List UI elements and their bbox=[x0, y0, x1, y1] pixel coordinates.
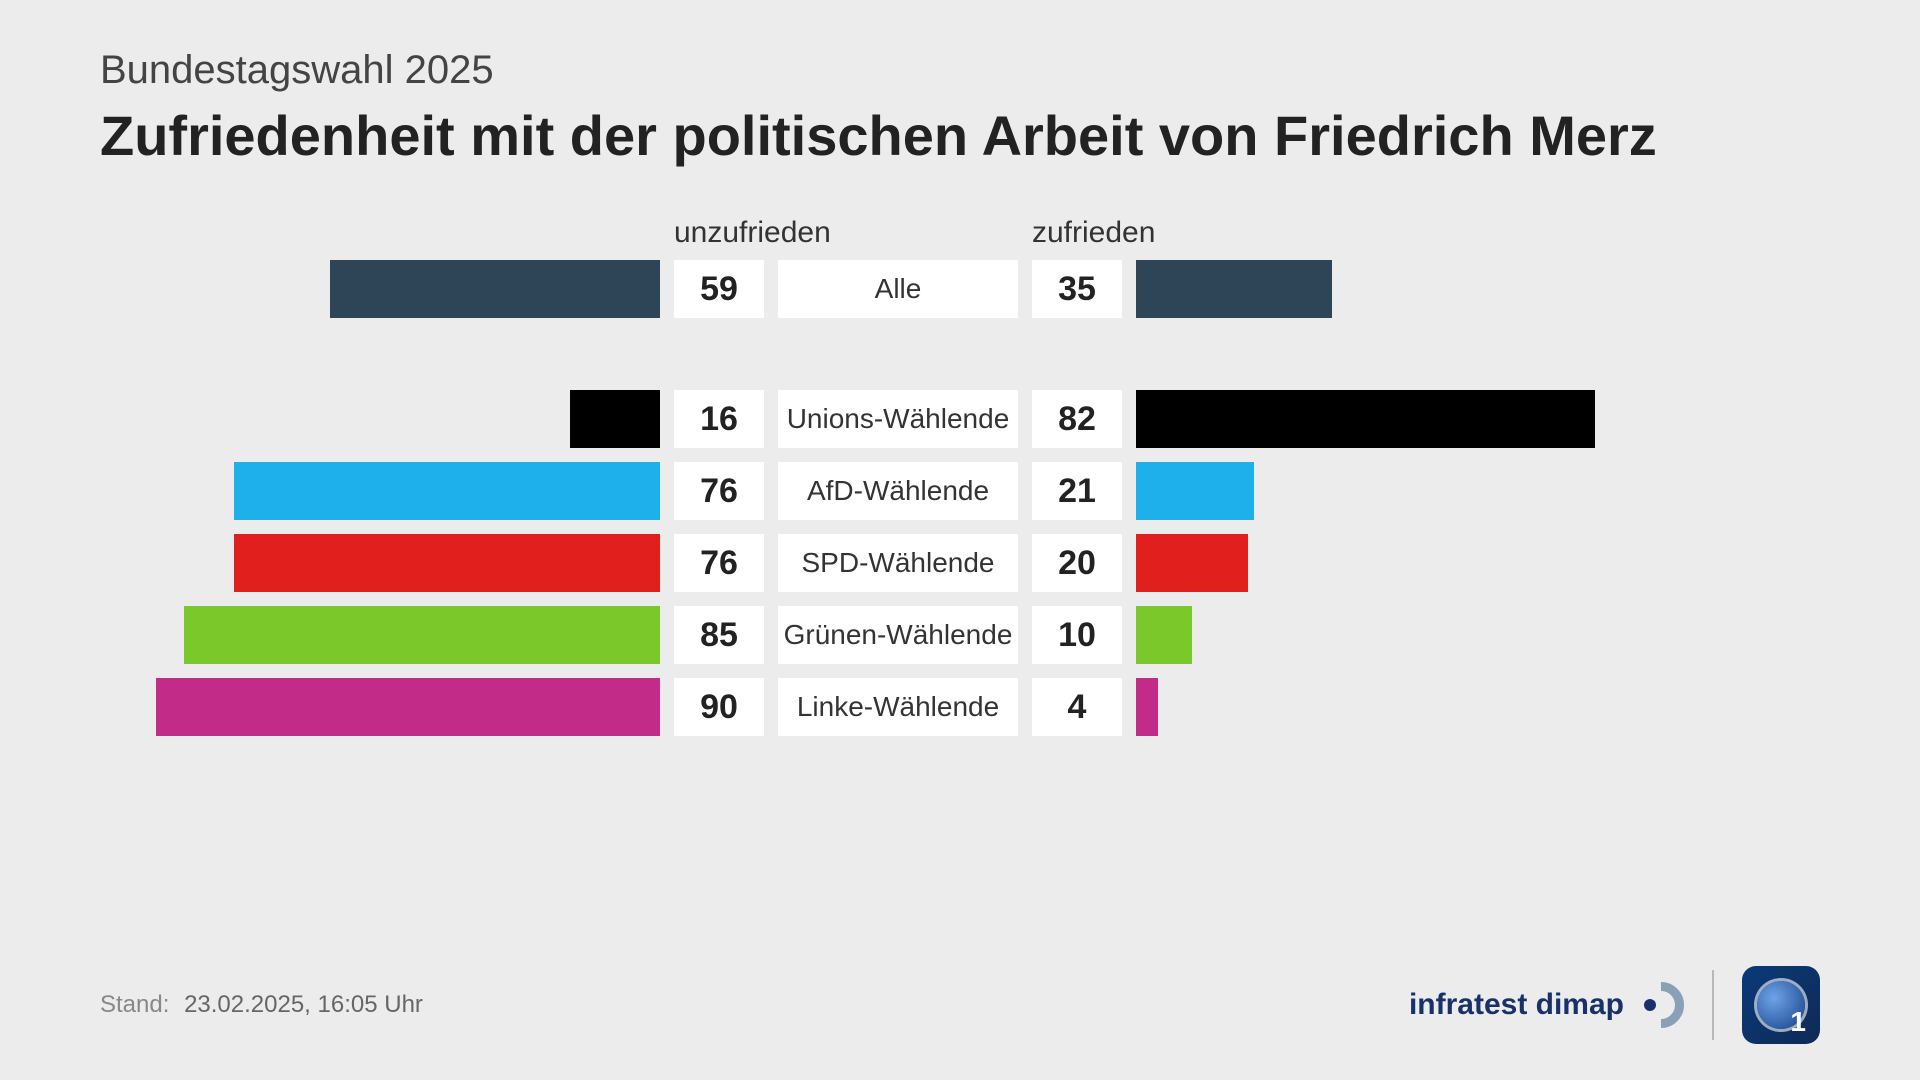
timestamp: Stand: 23.02.2025, 16:05 Uhr bbox=[100, 991, 423, 1019]
value-left: 16 bbox=[674, 390, 764, 448]
value-left: 90 bbox=[674, 678, 764, 736]
value-right: 4 bbox=[1032, 678, 1122, 736]
ard-logo-icon: 1 bbox=[1742, 966, 1820, 1044]
value-right: 20 bbox=[1032, 534, 1122, 592]
bar-left bbox=[234, 462, 660, 520]
bar-right bbox=[1136, 534, 1248, 592]
value-right: 82 bbox=[1032, 390, 1122, 448]
brand-text: infratest dimap bbox=[1409, 988, 1624, 1022]
footer-divider bbox=[1712, 970, 1714, 1040]
bar-right bbox=[1136, 462, 1254, 520]
bar-left bbox=[330, 260, 660, 318]
value-right: 21 bbox=[1032, 462, 1122, 520]
bar-right bbox=[1136, 606, 1192, 664]
value-left: 76 bbox=[674, 462, 764, 520]
row-label: Alle bbox=[778, 260, 1018, 318]
left-axis-label: unzufrieden bbox=[674, 216, 764, 250]
value-left: 76 bbox=[674, 534, 764, 592]
bar-left bbox=[234, 534, 660, 592]
right-axis-label: zufrieden bbox=[1032, 216, 1122, 250]
chart-footer: Stand: 23.02.2025, 16:05 Uhr infratest d… bbox=[100, 966, 1820, 1044]
diverging-bar-chart: unzufrieden zufrieden 59Alle35 16Unions-W… bbox=[100, 216, 1820, 736]
axis-labels-row: unzufrieden zufrieden bbox=[100, 216, 1820, 250]
summary-row: 59Alle35 bbox=[100, 260, 1820, 318]
bar-right bbox=[1136, 260, 1332, 318]
data-row: 90Linke-Wählende4 bbox=[100, 678, 1820, 736]
chart-title: Zufriedenheit mit der politischen Arbeit… bbox=[100, 103, 1820, 168]
stand-label: Stand: bbox=[100, 991, 169, 1018]
row-label: Unions-Wählende bbox=[778, 390, 1018, 448]
value-right: 35 bbox=[1032, 260, 1122, 318]
row-label: AfD-Wählende bbox=[778, 462, 1018, 520]
row-label: Grünen-Wählende bbox=[778, 606, 1018, 664]
value-right: 10 bbox=[1032, 606, 1122, 664]
value-left: 59 bbox=[674, 260, 764, 318]
bar-left bbox=[156, 678, 660, 736]
row-label: Linke-Wählende bbox=[778, 678, 1018, 736]
data-row: 85Grünen-Wählende10 bbox=[100, 606, 1820, 664]
data-row: 76AfD-Wählende21 bbox=[100, 462, 1820, 520]
row-label: SPD-Wählende bbox=[778, 534, 1018, 592]
bar-left bbox=[570, 390, 660, 448]
data-row: 76SPD-Wählende20 bbox=[100, 534, 1820, 592]
source-brand: infratest dimap bbox=[1409, 982, 1684, 1028]
value-left: 85 bbox=[674, 606, 764, 664]
bar-left bbox=[184, 606, 660, 664]
infratest-dimap-icon bbox=[1638, 982, 1684, 1028]
bar-right bbox=[1136, 678, 1158, 736]
bar-right bbox=[1136, 390, 1595, 448]
stand-value: 23.02.2025, 16:05 Uhr bbox=[184, 991, 423, 1018]
data-row: 16Unions-Wählende82 bbox=[100, 390, 1820, 448]
chart-subtitle: Bundestagswahl 2025 bbox=[100, 48, 1820, 93]
